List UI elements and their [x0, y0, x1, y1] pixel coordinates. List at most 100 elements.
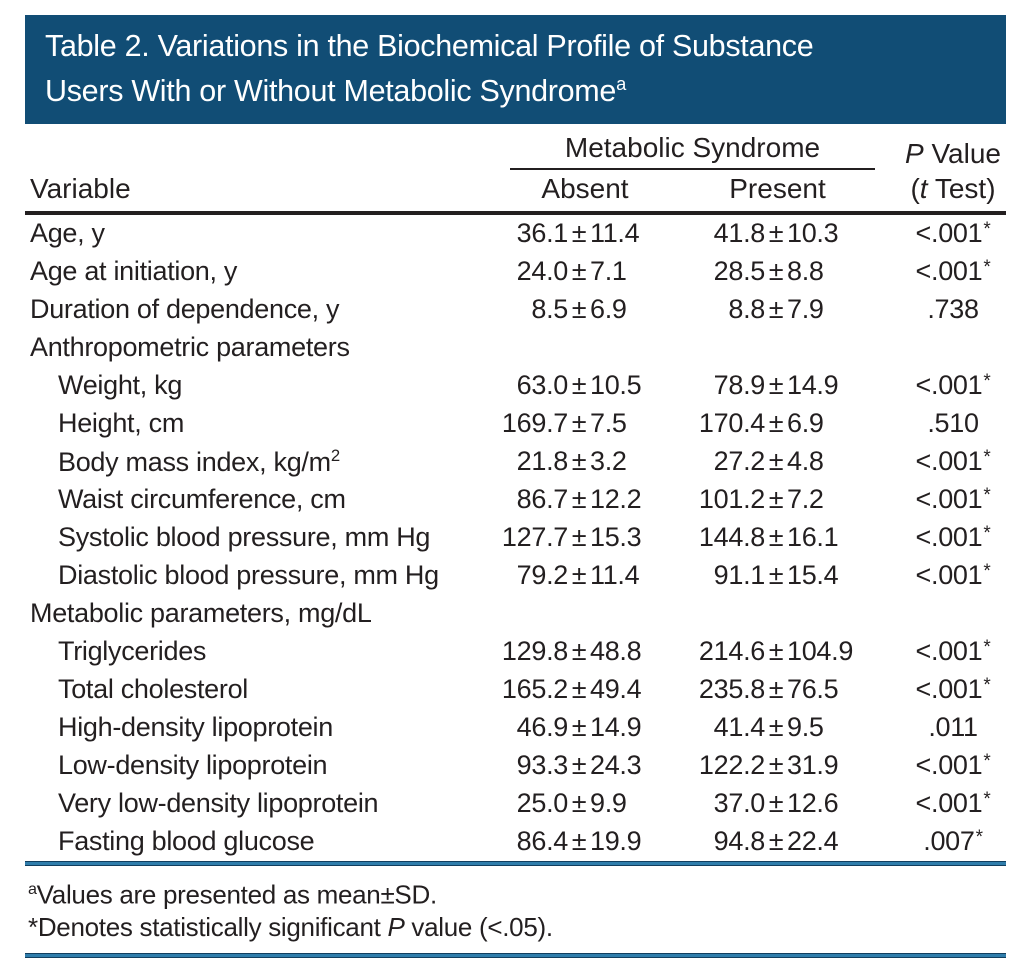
- table-row: Age, y 36.1 ±11.4 41.8 ±10.3 <.001*: [25, 215, 1006, 253]
- mean-value: 101.2: [698, 484, 765, 515]
- row-label: Very low-density lipoprotein: [58, 788, 379, 819]
- divider-rule-bottom: [25, 953, 1006, 959]
- plus-minus-sign: ±: [768, 294, 784, 325]
- absent-value: 169.7 ±7.5: [490, 408, 680, 439]
- present-value: 28.5 ±8.8: [680, 256, 875, 287]
- mean-value: 170.4: [698, 408, 765, 439]
- mean-value: 122.2: [698, 750, 765, 781]
- plus-minus-sign: ±: [768, 750, 784, 781]
- plus-minus-sign: ±: [571, 788, 587, 819]
- sd-value: 14.9: [590, 712, 642, 743]
- absent-value: 24.0 ±7.1: [490, 256, 680, 287]
- present-value: 94.8 ±22.4: [680, 826, 875, 857]
- absent-value: 8.5 ±6.9: [490, 294, 680, 325]
- absent-value: 86.7 ±12.2: [490, 484, 680, 515]
- t-italic: t: [919, 173, 928, 205]
- table-row: Weight, kg 63.0 ±10.5 78.9 ±14.9 <.001*: [25, 367, 1006, 405]
- mean-value: 8.5: [531, 294, 568, 325]
- plus-minus-sign: ±: [768, 712, 784, 743]
- plus-minus-sign: ±: [768, 408, 784, 439]
- footnote-a: aValues are presented as mean±SD.: [28, 873, 1006, 912]
- sd-value: 7.9: [787, 294, 824, 325]
- p-value-text: <.001: [915, 446, 983, 477]
- significance-asterisk: *: [983, 371, 991, 393]
- plus-minus-sign: ±: [571, 218, 587, 249]
- present-value: 91.1 ±15.4: [680, 560, 875, 591]
- plus-minus-sign: ±: [571, 446, 587, 477]
- sd-value: 12.6: [787, 788, 839, 819]
- absent-value: 129.8 ±48.8: [490, 636, 680, 667]
- absent-value: 79.2 ±11.4: [490, 560, 680, 591]
- sd-value: 7.2: [787, 484, 824, 515]
- p-value: <.001*: [875, 674, 1006, 705]
- significance-asterisk: *: [983, 257, 991, 279]
- plus-minus-sign: ±: [768, 674, 784, 705]
- p-value-text: <.001: [915, 674, 983, 705]
- plus-minus-sign: ±: [768, 560, 784, 591]
- row-label: Height, cm: [58, 408, 185, 439]
- table-row: Fasting blood glucose 86.4 ±19.9 94.8 ±22.4.…: [25, 823, 1006, 861]
- mean-value: 129.8: [501, 636, 568, 667]
- absent-value: 46.9 ±14.9: [490, 712, 680, 743]
- mean-value: 21.8: [516, 446, 569, 477]
- sd-value: 4.8: [787, 446, 824, 477]
- plus-minus-sign: ±: [571, 750, 587, 781]
- sd-value: 104.9: [787, 636, 854, 667]
- present-value: 8.8 ±7.9: [680, 294, 875, 325]
- row-label: Waist circumference, cm: [58, 484, 346, 515]
- sd-value: 6.9: [590, 294, 627, 325]
- plus-minus-sign: ±: [571, 712, 587, 743]
- p-value: <.001*: [875, 560, 1006, 591]
- sd-value: 12.2: [590, 484, 642, 515]
- mean-value: 8.8: [728, 294, 765, 325]
- present-value: 27.2 ±4.8: [680, 446, 875, 477]
- p-value-text: <.001: [915, 256, 983, 287]
- sd-value: 15.3: [590, 522, 642, 553]
- header-column-row: Variable Absent Present (t Test): [25, 170, 1006, 205]
- footnote-star-pre: Denotes statistically significant: [37, 912, 388, 943]
- plus-minus-sign: ±: [571, 826, 587, 857]
- p-value-text: .007: [923, 826, 975, 857]
- significance-asterisk: *: [983, 561, 991, 583]
- absent-value: 25.0 ±9.9: [490, 788, 680, 819]
- table-row: Total cholesterol 165.2 ±49.4 235.8 ±76.5 <.0…: [25, 671, 1006, 709]
- mean-value: 91.1: [713, 560, 766, 591]
- table-row: Body mass index, kg/m2 21.8 ±3.2 27.2 ±4.8 <.…: [25, 443, 1006, 481]
- sd-value: 9.9: [590, 788, 627, 819]
- column-header-variable: Variable: [30, 173, 131, 205]
- p-value-text: .738: [927, 294, 979, 325]
- mean-value: 41.4: [713, 712, 766, 743]
- footnotes: aValues are presented as mean±SD. *Denot…: [25, 866, 1006, 954]
- sd-value: 6.9: [787, 408, 824, 439]
- mean-value: 144.8: [698, 522, 765, 553]
- t-rest: Test): [927, 173, 996, 205]
- p-value: .007*: [875, 826, 1006, 857]
- mean-value: 169.7: [501, 408, 568, 439]
- p-value: <.001*: [875, 370, 1006, 401]
- table-header: Metabolic Syndrome P Value Variable Abse…: [25, 124, 1006, 215]
- mean-value: 25.0: [516, 788, 569, 819]
- plus-minus-sign: ±: [571, 674, 587, 705]
- p-value-text: .510: [927, 408, 979, 439]
- footnote-significance: *Denotes statistically significant P val…: [28, 911, 1006, 944]
- divider-rule-top: [25, 860, 1006, 866]
- absent-value: 63.0 ±10.5: [490, 370, 680, 401]
- table-row: Diastolic blood pressure, mm Hg 79.2 ±11.4…: [25, 557, 1006, 595]
- plus-minus-sign: ±: [571, 370, 587, 401]
- column-header-absent: Absent: [541, 173, 629, 205]
- p-value: <.001*: [875, 484, 1006, 515]
- mean-value: 37.0: [713, 788, 766, 819]
- sd-value: 24.3: [590, 750, 642, 781]
- significance-asterisk: *: [983, 789, 991, 811]
- row-label: Age, y: [30, 218, 105, 249]
- table-title-line2-text: Users With or Without Metabolic Syndrome: [45, 74, 617, 109]
- p-value: <.001*: [875, 446, 1006, 477]
- row-label: Total cholesterol: [58, 674, 249, 705]
- table-title-line2: Users With or Without Metabolic Syndrome…: [45, 65, 984, 110]
- mean-value: 28.5: [713, 256, 766, 287]
- p-value-text: <.001: [915, 636, 983, 667]
- table-row: Duration of dependence, y 8.5 ±6.9 8.8 ±7.9.…: [25, 291, 1006, 329]
- mean-value: 78.9: [713, 370, 766, 401]
- absent-value: 21.8 ±3.2: [490, 446, 680, 477]
- plus-minus-sign: ±: [571, 560, 587, 591]
